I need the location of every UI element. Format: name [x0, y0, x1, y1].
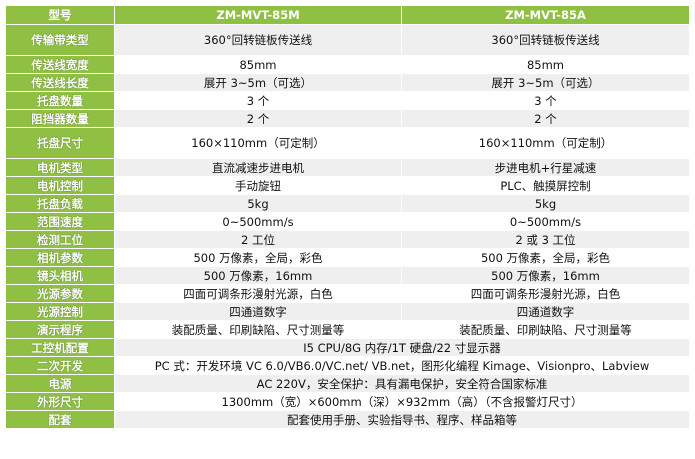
cell-value: 85mm	[401, 55, 690, 74]
row-label: 传送线宽度	[5, 55, 115, 74]
cell-value: 四通道数字	[401, 302, 690, 321]
table-row: 托盘尺寸 160×110mm（可定制） 160×110mm（可定制）	[5, 127, 690, 159]
row-label: 托盘数量	[5, 91, 115, 110]
cell-value: 0~500mm/s	[114, 212, 402, 231]
table-row: 镜头相机 500 万像素，16mm 500 万像素，16mm	[5, 266, 690, 285]
cell-value: 装配质量、印刷缺陷、尺寸测量等	[401, 320, 690, 339]
row-label: 光源控制	[5, 302, 115, 321]
row-label: 检测工位	[5, 230, 115, 249]
cell-value: 500 万像素，全局，彩色	[401, 248, 690, 267]
cell-value: 500 万像素，全局，彩色	[114, 248, 402, 267]
cell-value: PLC、触摸屏控制	[401, 176, 690, 195]
row-label: 传送线长度	[5, 73, 115, 92]
cell-value: I5 CPU/8G 内存/1T 硬盘/22 寸显示器	[114, 338, 690, 357]
row-label: 镜头相机	[5, 266, 115, 285]
row-label: 光源参数	[5, 284, 115, 303]
row-label: 二次开发	[5, 356, 115, 375]
cell-value: 500 万像素，16mm	[114, 266, 402, 285]
cell-value: 展开 3~5m（可选）	[114, 73, 402, 92]
row-label: 范围速度	[5, 212, 115, 231]
cell-value: AC 220V，安全保护：具有漏电保护，安全符合国家标准	[114, 374, 690, 393]
header-cell: ZM-MVT-85A	[401, 5, 690, 25]
cell-value: 85mm	[114, 55, 402, 74]
cell-value: 装配质量、印刷缺陷、尺寸测量等	[114, 320, 402, 339]
cell-value: 360°回转链板传送线	[114, 24, 402, 56]
row-label: 阻挡器数量	[5, 109, 115, 128]
table-row: 电源 AC 220V，安全保护：具有漏电保护，安全符合国家标准	[5, 374, 690, 393]
cell-value: 四通道数字	[114, 302, 402, 321]
row-label: 工控机配置	[5, 338, 115, 357]
cell-value: 360°回转链板传送线	[401, 24, 690, 56]
table-row: 光源控制 四通道数字 四通道数字	[5, 302, 690, 321]
table-row: 检测工位 2 工位 2 或 3 工位	[5, 230, 690, 249]
cell-value: 2 个	[401, 109, 690, 128]
table-row: 传输带类型 360°回转链板传送线 360°回转链板传送线	[5, 24, 690, 56]
table-row: 范围速度 0~500mm/s 0~500mm/s	[5, 212, 690, 231]
row-label: 电机类型	[5, 158, 115, 177]
header-cell: ZM-MVT-85M	[114, 5, 402, 25]
cell-value: 2 工位	[114, 230, 402, 249]
cell-value: 3 个	[114, 91, 402, 110]
cell-value: 步进电机+行星减速	[401, 158, 690, 177]
cell-value: 160×110mm（可定制）	[114, 127, 402, 159]
table-row: 传送线宽度 85mm 85mm	[5, 55, 690, 74]
spec-table: 型号 ZM-MVT-85M ZM-MVT-85A 传输带类型 360°回转链板传送线 3…	[5, 5, 690, 429]
cell-value: 3 个	[401, 91, 690, 110]
cell-value: 500 万像素，16mm	[401, 266, 690, 285]
header-row: 型号 ZM-MVT-85M ZM-MVT-85A	[5, 5, 690, 25]
table-row: 托盘负载 5kg 5kg	[5, 194, 690, 213]
table-row: 传送线长度 展开 3~5m（可选） 展开 3~5m（可选）	[5, 73, 690, 92]
cell-value: 2 个	[114, 109, 402, 128]
row-label: 演示程序	[5, 320, 115, 339]
table-row: 外形尺寸 1300mm（宽）×600mm（深）×932mm（高）（不含报警灯尺寸）	[5, 392, 690, 411]
header-cell: 型号	[5, 5, 115, 25]
table-row: 工控机配置 I5 CPU/8G 内存/1T 硬盘/22 寸显示器	[5, 338, 690, 357]
cell-value: 1300mm（宽）×600mm（深）×932mm（高）（不含报警灯尺寸）	[114, 392, 690, 411]
row-label: 外形尺寸	[5, 392, 115, 411]
cell-value: 展开 3~5m（可选）	[401, 73, 690, 92]
row-label: 托盘尺寸	[5, 127, 115, 159]
row-label: 电源	[5, 374, 115, 393]
table-row: 相机参数 500 万像素，全局，彩色 500 万像素，全局，彩色	[5, 248, 690, 267]
cell-value: 配套使用手册、实验指导书、程序、样品箱等	[114, 410, 690, 429]
cell-value: 四面可调条形漫射光源，白色	[114, 284, 402, 303]
table-row: 电机控制 手动旋钮 PLC、触摸屏控制	[5, 176, 690, 195]
table-row: 电机类型 直流减速步进电机 步进电机+行星减速	[5, 158, 690, 177]
table-row: 二次开发 PC 式：开发环境 VC 6.0/VB6.0/VC.net/ VB.ne…	[5, 356, 690, 375]
row-label: 传输带类型	[5, 24, 115, 56]
cell-value: 0~500mm/s	[401, 212, 690, 231]
row-label: 电机控制	[5, 176, 115, 195]
cell-value: 2 或 3 工位	[401, 230, 690, 249]
cell-value: 四面可调条形漫射光源，白色	[401, 284, 690, 303]
cell-value: 直流减速步进电机	[114, 158, 402, 177]
cell-value: 5kg	[114, 194, 402, 213]
cell-value: PC 式：开发环境 VC 6.0/VB6.0/VC.net/ VB.net，图形…	[114, 356, 690, 375]
row-label: 配套	[5, 410, 115, 429]
table-row: 演示程序 装配质量、印刷缺陷、尺寸测量等 装配质量、印刷缺陷、尺寸测量等	[5, 320, 690, 339]
row-label: 相机参数	[5, 248, 115, 267]
row-label: 托盘负载	[5, 194, 115, 213]
cell-value: 5kg	[401, 194, 690, 213]
table-row: 配套 配套使用手册、实验指导书、程序、样品箱等	[5, 410, 690, 429]
table-row: 光源参数 四面可调条形漫射光源，白色 四面可调条形漫射光源，白色	[5, 284, 690, 303]
cell-value: 160×110mm（可定制）	[401, 127, 690, 159]
cell-value: 手动旋钮	[114, 176, 402, 195]
